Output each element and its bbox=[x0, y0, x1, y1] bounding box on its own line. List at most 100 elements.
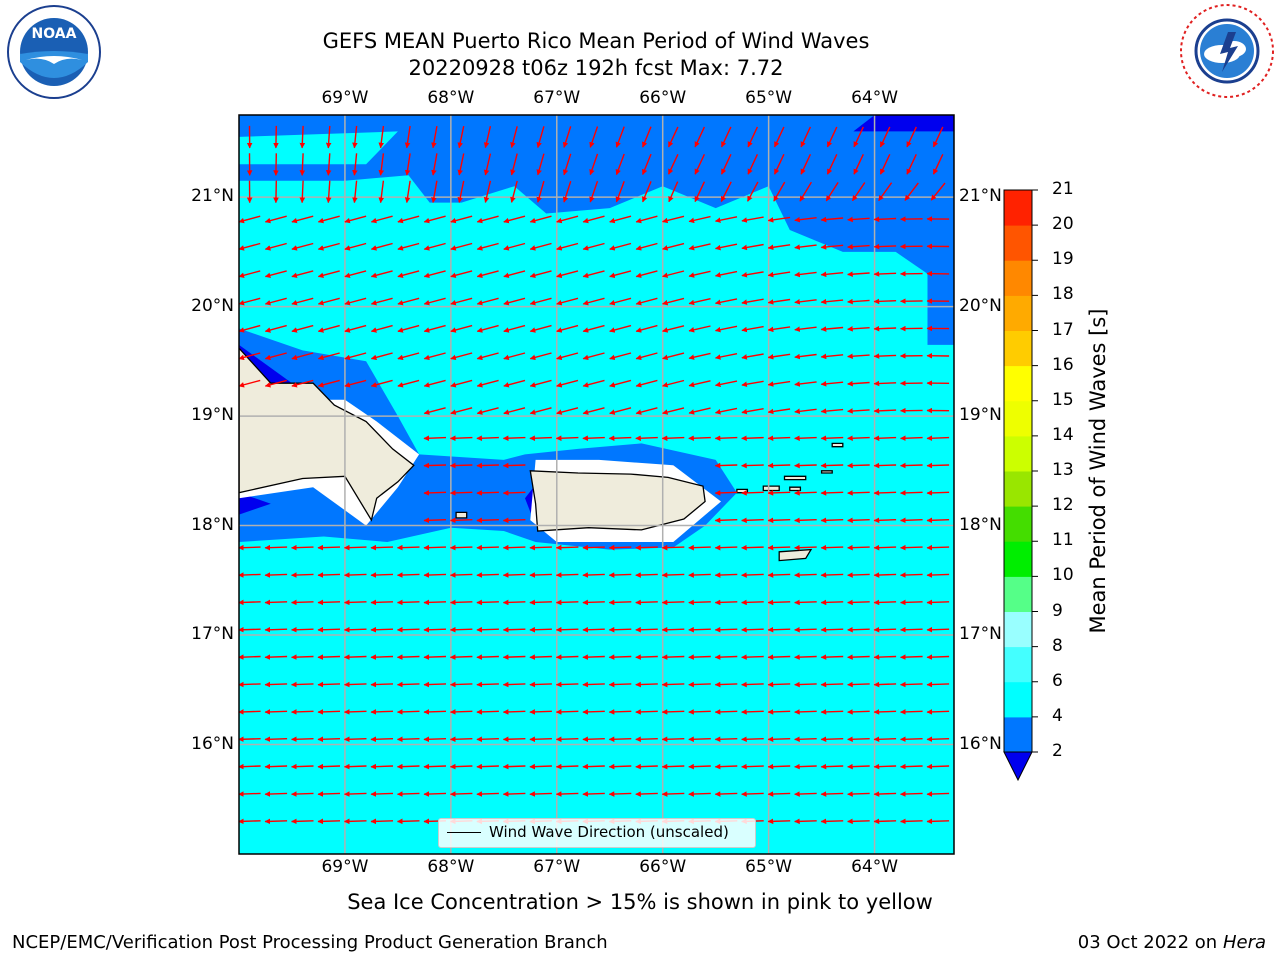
lat-label-right: 18°N bbox=[959, 514, 1002, 535]
wind-wave-arrow bbox=[615, 153, 625, 176]
wind-wave-arrow bbox=[502, 736, 526, 743]
wind-wave-arrow bbox=[820, 216, 844, 223]
wind-wave-arrow bbox=[799, 181, 812, 202]
wind-wave-arrow bbox=[239, 270, 261, 278]
wind-wave-arrow bbox=[642, 126, 652, 148]
wind-wave-arrow bbox=[449, 791, 473, 797]
wind-wave-arrow bbox=[449, 763, 473, 770]
wind-wave-arrow bbox=[688, 407, 711, 415]
wind-wave-arrow bbox=[529, 626, 552, 633]
wind-wave-arrow bbox=[900, 572, 923, 578]
wind-wave-arrow bbox=[397, 379, 420, 388]
wind-wave-arrow bbox=[661, 544, 685, 551]
wind-wave-arrow bbox=[820, 271, 844, 278]
wind-wave-arrow bbox=[662, 379, 685, 388]
wind-wave-arrow bbox=[423, 270, 446, 279]
wind-wave-arrow bbox=[423, 324, 446, 333]
wind-wave-arrow bbox=[431, 153, 438, 176]
wind-wave-arrow bbox=[635, 242, 658, 251]
wind-wave-arrow bbox=[694, 126, 706, 148]
wind-wave-arrow bbox=[556, 242, 579, 251]
wind-wave-arrow bbox=[794, 681, 817, 688]
land-virgin-island-4 bbox=[820, 470, 833, 474]
wind-wave-arrow bbox=[635, 791, 658, 797]
wind-wave-arrow bbox=[555, 654, 579, 660]
wind-wave-arrow bbox=[344, 324, 367, 333]
wind-wave-arrow bbox=[291, 736, 314, 743]
wind-wave-arrow bbox=[668, 181, 679, 203]
wind-wave-arrow bbox=[510, 126, 518, 149]
wind-wave-arrow bbox=[317, 215, 340, 224]
wind-wave-arrow bbox=[688, 325, 711, 333]
legend-line-swatch bbox=[447, 832, 481, 833]
wind-wave-arrow bbox=[608, 544, 632, 551]
wind-wave-arrow bbox=[589, 126, 599, 148]
wind-wave-arrow bbox=[773, 154, 785, 175]
wind-wave-arrow bbox=[662, 352, 685, 361]
wind-wave-arrow bbox=[343, 763, 367, 770]
wind-wave-arrow bbox=[423, 544, 447, 551]
wind-wave-arrow bbox=[794, 709, 817, 715]
wind-wave-arrow bbox=[397, 270, 420, 278]
wind-wave-arrow bbox=[847, 298, 870, 305]
wind-wave-arrow bbox=[661, 681, 685, 688]
wind-wave-arrow bbox=[873, 517, 897, 524]
wind-wave-arrow bbox=[741, 243, 764, 251]
wind-wave-arrow bbox=[529, 352, 552, 361]
lon-label-bottom: 64°W bbox=[851, 857, 899, 877]
wind-wave-arrow bbox=[688, 791, 711, 797]
wind-wave-arrow bbox=[431, 125, 438, 149]
wind-wave-arrow bbox=[873, 654, 897, 660]
wind-wave-arrow bbox=[688, 352, 711, 360]
wind-wave-arrow bbox=[879, 126, 891, 148]
wind-wave-arrow bbox=[820, 818, 844, 825]
lat-label-left: 20°N bbox=[191, 295, 234, 316]
wind-wave-arrow bbox=[317, 572, 341, 578]
wind-wave-arrow bbox=[423, 709, 447, 715]
wind-wave-arrow bbox=[635, 270, 658, 278]
wind-wave-arrow bbox=[661, 791, 685, 797]
wind-wave-arrow bbox=[370, 626, 394, 633]
wind-wave-arrow bbox=[404, 125, 411, 149]
wind-wave-arrow bbox=[449, 435, 473, 442]
colorbar-tick-label: 13 bbox=[1052, 460, 1074, 480]
wind-wave-arrow bbox=[317, 544, 341, 551]
footer-date: 03 Oct 2022 on Hera bbox=[1078, 932, 1266, 953]
wind-wave-arrow bbox=[873, 298, 897, 305]
wind-wave-arrow bbox=[767, 599, 791, 606]
wind-wave-arrow bbox=[900, 818, 923, 825]
wind-wave-arrow bbox=[396, 681, 420, 688]
wind-wave-arrow bbox=[239, 681, 261, 688]
wind-wave-arrow bbox=[800, 126, 812, 148]
wind-wave-arrow bbox=[239, 297, 261, 306]
wind-wave-arrow bbox=[720, 181, 732, 203]
lat-label-left: 21°N bbox=[191, 186, 234, 207]
wind-wave-arrow bbox=[450, 270, 473, 279]
wind-wave-arrow bbox=[529, 572, 552, 578]
colorbar-segment bbox=[1004, 365, 1032, 402]
wind-wave-arrow bbox=[926, 544, 950, 551]
wind-wave-arrow bbox=[635, 736, 658, 743]
wind-wave-arrow bbox=[635, 407, 658, 415]
wind-wave-arrow bbox=[714, 791, 738, 797]
wind-wave-arrow bbox=[900, 654, 923, 660]
wind-wave-arrow bbox=[582, 297, 605, 306]
wind-wave-arrow bbox=[879, 154, 891, 175]
footer-date-text: 03 Oct 2022 on bbox=[1077, 932, 1223, 953]
wind-wave-arrow bbox=[609, 324, 632, 333]
wind-wave-arrow bbox=[926, 599, 950, 606]
wind-wave-arrow bbox=[264, 763, 288, 770]
wind-wave-arrow bbox=[926, 490, 950, 496]
wind-wave-arrow bbox=[873, 709, 897, 715]
wind-wave-arrow bbox=[239, 324, 261, 333]
wind-wave-arrow bbox=[878, 182, 893, 202]
wind-wave-arrow bbox=[370, 297, 393, 306]
wind-wave-arrow bbox=[483, 153, 492, 176]
lon-label-bottom: 65°W bbox=[745, 857, 793, 877]
map-frame bbox=[238, 114, 955, 855]
wind-wave-arrow bbox=[873, 462, 897, 469]
wind-wave-arrow bbox=[423, 297, 446, 306]
wind-wave-arrow bbox=[688, 736, 711, 743]
wind-wave-arrow bbox=[688, 654, 711, 660]
contour-4-6s-gap bbox=[239, 131, 398, 165]
